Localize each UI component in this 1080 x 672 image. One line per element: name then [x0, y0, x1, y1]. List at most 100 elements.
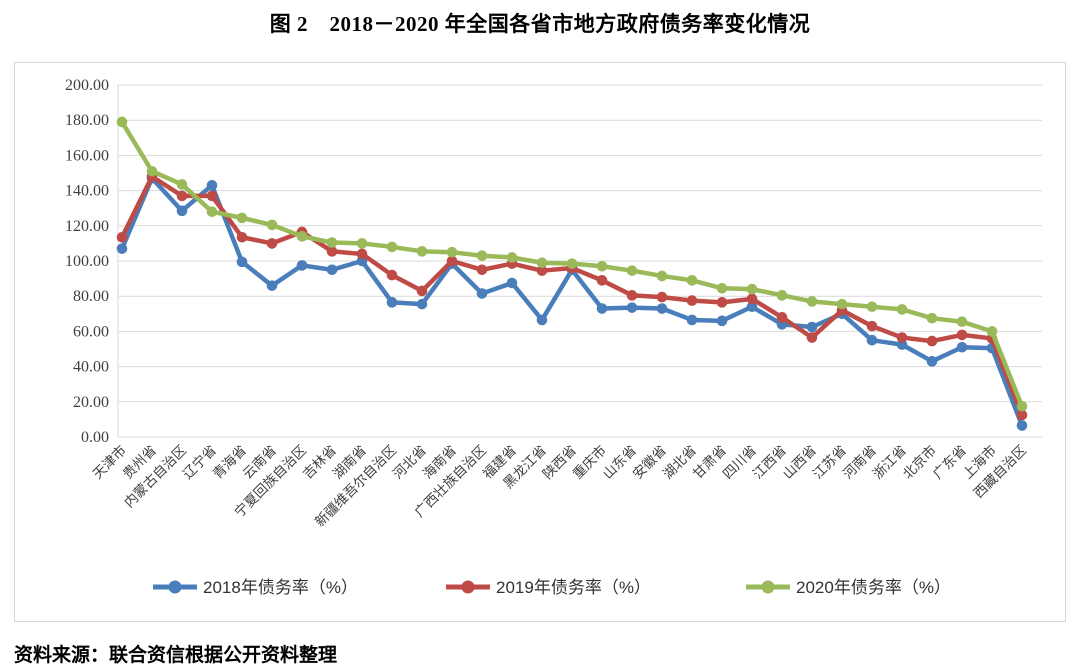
data-point-2020-30 [986, 326, 998, 337]
data-point-2018-18 [626, 302, 638, 313]
data-point-2018-15 [536, 314, 548, 326]
data-point-2018-4 [206, 180, 218, 191]
data-point-2019-5 [236, 231, 248, 243]
data-point-2018-1 [116, 243, 128, 254]
data-point-2019-1 [116, 231, 128, 243]
data-point-2020-5 [236, 212, 248, 224]
data-point-2020-19 [656, 270, 668, 282]
data-point-2019-8 [326, 246, 338, 257]
y-axis-tick-label: 180.00 [65, 112, 109, 129]
data-point-2020-8 [326, 237, 338, 248]
data-point-2019-6 [266, 238, 278, 249]
data-point-2018-5 [236, 256, 248, 268]
data-point-2020-29 [956, 316, 968, 328]
chart-frame: 0.00 20.00 40.00 60.00 80.00 100.00 120.00 140.… [14, 62, 1066, 622]
data-point-2018-13 [476, 288, 488, 299]
data-point-2020-1 [116, 116, 128, 128]
data-point-2019-17 [596, 275, 608, 286]
data-point-2019-27 [896, 332, 908, 343]
data-point-2019-29 [956, 329, 968, 341]
data-point-2020-31 [1016, 400, 1028, 412]
data-point-2018-20 [686, 314, 698, 326]
data-point-2020-13 [476, 250, 488, 262]
data-point-2018-22 [746, 301, 758, 313]
data-point-2018-14 [506, 277, 518, 289]
data-point-2019-13 [476, 264, 488, 276]
data-point-2018-19 [656, 303, 668, 314]
data-point-2020-18 [626, 265, 638, 276]
data-point-2019-9 [356, 248, 368, 260]
legend-marker-2019 [461, 580, 475, 594]
data-point-2020-2 [146, 165, 158, 177]
data-point-2020-24 [806, 296, 818, 307]
data-point-2020-12 [446, 246, 458, 258]
data-point-2018-11 [416, 298, 428, 310]
data-point-2018-10 [386, 297, 398, 308]
y-axis-tick-label: 60.00 [73, 323, 109, 340]
data-point-2019-18 [626, 290, 638, 301]
data-point-2019-11 [416, 285, 428, 297]
data-point-2020-23 [776, 290, 788, 301]
data-point-2020-25 [836, 298, 848, 310]
data-point-2018-24 [806, 321, 818, 333]
data-point-2019-4 [206, 190, 218, 202]
data-point-2019-19 [656, 291, 668, 303]
data-point-2020-10 [386, 241, 398, 253]
data-point-2018-8 [326, 264, 338, 276]
data-point-2018-21 [716, 315, 728, 327]
data-point-2018-28 [926, 356, 938, 367]
data-point-2019-15 [536, 265, 548, 276]
y-axis-tick-label: 80.00 [73, 288, 109, 305]
data-point-2020-20 [686, 275, 698, 286]
data-point-2019-20 [686, 295, 698, 306]
data-point-2018-3 [176, 205, 188, 217]
data-point-2020-4 [206, 206, 218, 218]
legend-label-2018: 2018年债务率（%） [203, 578, 358, 597]
data-point-2018-31 [1016, 420, 1028, 431]
data-point-2018-17 [596, 303, 608, 314]
data-point-2018-26 [866, 334, 878, 346]
data-point-2018-6 [266, 280, 278, 291]
y-axis-tick-label: 140.00 [65, 183, 109, 200]
source-note: 资料来源：联合资信根据公开资料整理 [14, 645, 338, 666]
data-point-2020-28 [926, 312, 938, 324]
data-point-2019-3 [176, 190, 188, 202]
y-axis-tick-label: 20.00 [73, 394, 109, 411]
legend-marker-2018 [168, 580, 182, 594]
data-point-2020-7 [296, 231, 308, 242]
data-point-2020-27 [896, 304, 908, 315]
data-point-2019-28 [926, 335, 938, 347]
data-point-2020-6 [266, 219, 278, 231]
data-point-2020-17 [596, 260, 608, 272]
y-axis-tick-label: 40.00 [73, 359, 109, 376]
y-axis-tick-label: 200.00 [65, 77, 109, 94]
legend-label-2020: 2020年债务率（%） [796, 578, 951, 597]
y-axis-tick-label: 120.00 [65, 218, 109, 235]
data-point-2020-11 [416, 246, 428, 257]
data-point-2020-21 [716, 282, 728, 294]
data-point-2019-23 [776, 312, 788, 323]
legend-marker-2020 [761, 580, 775, 594]
data-point-2020-3 [176, 179, 188, 190]
data-point-2019-10 [386, 269, 398, 281]
data-point-2020-22 [746, 283, 758, 295]
data-point-2020-9 [356, 238, 368, 249]
data-point-2019-26 [866, 320, 878, 332]
data-point-2019-22 [746, 293, 758, 305]
data-point-2020-16 [566, 258, 578, 269]
data-point-2018-7 [296, 260, 308, 271]
chart-canvas: 0.00 20.00 40.00 60.00 80.00 100.00 120.00 140.… [65, 77, 1042, 597]
y-axis-tick-label: 100.00 [65, 253, 109, 270]
data-point-2019-31 [1016, 409, 1028, 421]
legend-label-2019: 2019年债务率（%） [496, 578, 651, 597]
data-point-2020-14 [506, 252, 518, 263]
series-line-2018 [119, 176, 1025, 428]
data-point-2020-26 [866, 301, 878, 313]
data-point-2019-24 [806, 332, 818, 343]
data-point-2018-29 [956, 341, 968, 353]
data-point-2020-15 [536, 257, 548, 269]
data-point-2019-12 [446, 255, 458, 267]
y-axis-tick-label: 0.00 [81, 429, 109, 446]
data-point-2019-21 [716, 297, 728, 308]
y-axis-tick-label: 160.00 [65, 147, 109, 164]
